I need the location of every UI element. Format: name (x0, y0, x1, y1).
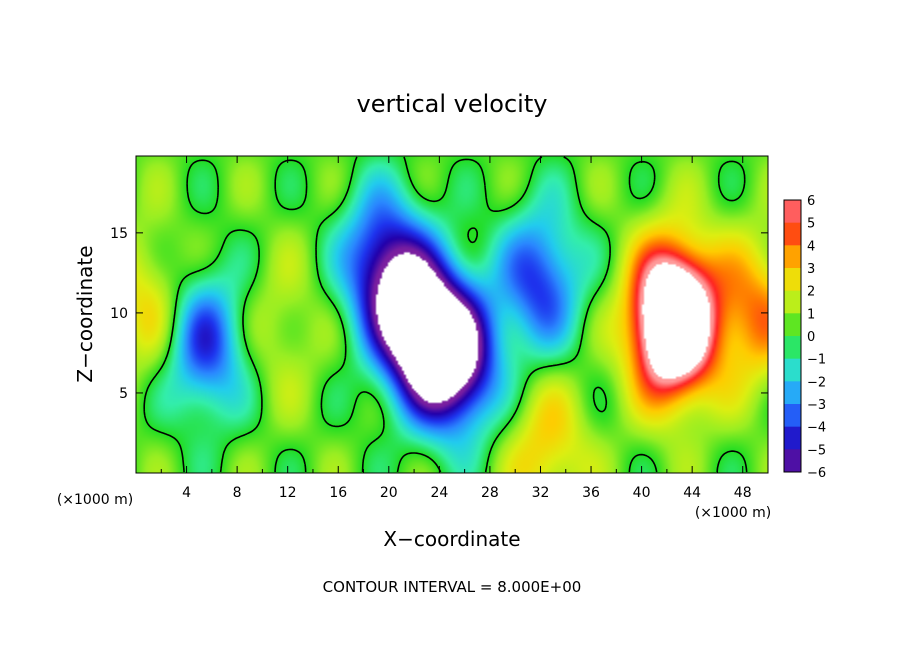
contour-interval-label: CONTOUR INTERVAL = 8.000E+00 (323, 578, 582, 596)
colorbar-label: −5 (807, 443, 826, 458)
colorbar-swatch (784, 336, 801, 360)
colorbar-swatch (784, 358, 801, 382)
y-axis: 5 10 15 (110, 226, 768, 402)
velocity-field (136, 156, 768, 473)
colorbar-swatch (784, 381, 801, 405)
colorbar-frame (783, 199, 802, 473)
x-tick-label: 32 (532, 485, 550, 501)
colorbar-label: 5 (807, 217, 815, 232)
x-axis: 4 8 12 16 20 24 28 32 36 40 44 48 (160, 156, 752, 501)
colorbar-swatch (784, 245, 801, 269)
colorbar-label: −2 (807, 375, 826, 390)
colorbar-swatch (784, 449, 801, 473)
x-tick-label: 40 (633, 485, 651, 501)
colorbar: 6 5 4 3 2 1 0 −1 −2 −3 −4 −5 −6 (783, 194, 826, 481)
plot-frame (135, 155, 769, 474)
colorbar-swatch (784, 404, 801, 428)
colorbar-swatch (784, 222, 801, 246)
x-axis-title: X−coordinate (383, 527, 520, 551)
contour-lines (143, 156, 748, 473)
colorbar-swatch (784, 200, 801, 224)
colorbar-label: 0 (807, 330, 815, 345)
y-axis-title: Z−coordinate (73, 245, 97, 382)
x-tick-label: 28 (481, 485, 499, 501)
colorbar-label: −6 (807, 466, 826, 481)
zero-contour (143, 156, 748, 473)
colorbar-label: 3 (807, 262, 815, 277)
colorbar-label: 2 (807, 285, 815, 300)
plot-area (136, 156, 768, 473)
x-tick-label: 12 (279, 485, 297, 501)
colorbar-swatch (784, 313, 801, 337)
colorbar-swatch (784, 426, 801, 450)
x-tick-label: 48 (734, 485, 752, 501)
x-tick-label: 24 (430, 485, 448, 501)
x-tick-label: 4 (182, 485, 191, 501)
x-unit-left: (×1000 m) (57, 492, 133, 508)
y-tick-label: 5 (119, 386, 128, 402)
x-tick-label: 8 (233, 485, 242, 501)
colorbar-swatch (784, 268, 801, 292)
colorbar-label: 6 (807, 194, 815, 209)
x-unit-right: (×1000 m) (695, 505, 771, 521)
colorbar-label: −3 (807, 398, 826, 413)
x-tick-label: 20 (380, 485, 398, 501)
colorbar-label: 1 (807, 307, 815, 322)
x-tick-label: 36 (582, 485, 600, 501)
colorbar-swatch (784, 290, 801, 314)
y-tick-label: 15 (110, 226, 128, 242)
y-tick-label: 10 (110, 306, 128, 322)
x-tick-label: 16 (329, 485, 347, 501)
colorbar-label: 4 (807, 239, 815, 254)
chart-title: vertical velocity (357, 90, 548, 118)
x-tick-label: 44 (683, 485, 701, 501)
colorbar-label: −1 (807, 353, 826, 368)
colorbar-label: −4 (807, 421, 826, 436)
